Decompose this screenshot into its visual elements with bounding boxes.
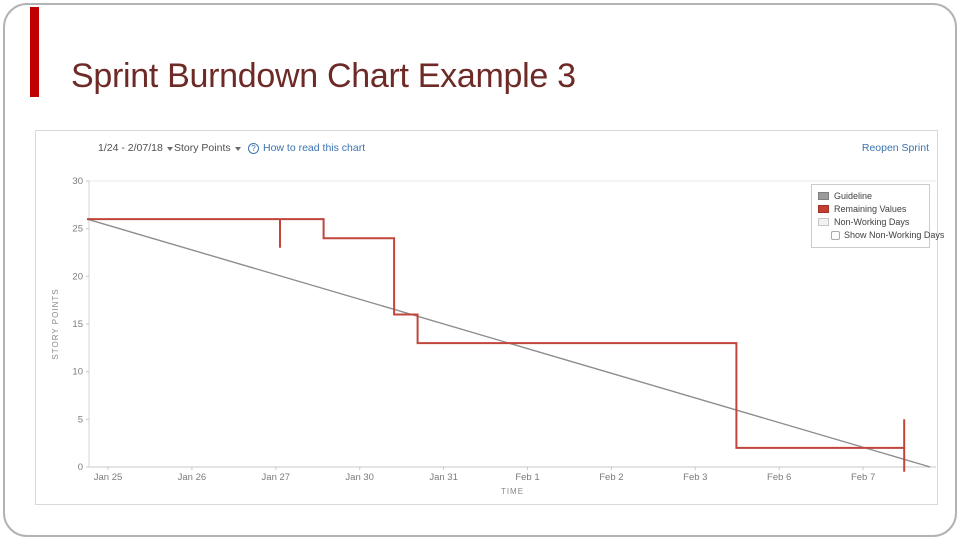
date-range-label: 1/24 - 2/07/18 xyxy=(98,142,163,154)
legend-item-guideline: Guideline xyxy=(818,189,923,202)
metric-label: Story Points xyxy=(174,142,231,154)
x-tick-label: Feb 6 xyxy=(767,472,791,483)
x-axis-title: TIME xyxy=(501,487,524,496)
legend-item-remaining-values: Remaining Values xyxy=(818,202,923,215)
x-tick-label: Feb 3 xyxy=(683,472,707,483)
y-tick-label: 30 xyxy=(72,176,83,187)
reopen-sprint-label: Reopen Sprint xyxy=(861,142,929,154)
show-non-working-days-checkbox[interactable] xyxy=(831,230,840,240)
chart-svg: 0 5 10 15 20 25 30 Jan 25 Jan 26 Jan 27 Jan 30 Jan … xyxy=(51,176,936,496)
question-circle-icon xyxy=(248,142,259,154)
chart-legend: Guideline Remaining Values Non-Working D… xyxy=(811,184,944,248)
y-tick-label: 5 xyxy=(78,414,83,425)
legend-label: Guideline xyxy=(834,190,873,201)
remaining-values-swatch-icon xyxy=(818,204,829,213)
show-non-working-days-option: Show Non-Working Days xyxy=(818,228,944,242)
chevron-down-icon xyxy=(234,146,241,151)
x-tick-label: Jan 26 xyxy=(178,472,207,483)
y-axis-title: STORY POINTS xyxy=(51,288,60,359)
checkbox-label: Show Non-Working Days xyxy=(844,230,945,240)
legend-label: Non-Working Days xyxy=(834,216,910,227)
x-tick-label: Feb 1 xyxy=(515,472,539,483)
y-tick-label: 20 xyxy=(72,271,83,282)
legend-label: Remaining Values xyxy=(834,203,907,214)
x-tick-label: Jan 30 xyxy=(345,472,374,483)
page-title: Sprint Burndown Chart Example 3 xyxy=(71,57,576,95)
y-tick-label: 10 xyxy=(72,367,83,378)
legend-item-non-working-days: Non-Working Days xyxy=(818,215,923,228)
x-tick-label: Jan 31 xyxy=(429,472,458,483)
x-tick-label: Feb 7 xyxy=(851,472,875,483)
guideline-swatch-icon xyxy=(818,191,829,200)
how-to-read-link[interactable]: How to read this chart xyxy=(248,142,365,154)
non-working-days-swatch-icon xyxy=(818,217,829,226)
x-tick-label: Jan 25 xyxy=(94,472,123,483)
metric-dropdown[interactable]: Story Points xyxy=(174,142,241,154)
x-tick-label: Feb 2 xyxy=(599,472,623,483)
red-accent-bar xyxy=(30,7,39,97)
x-tick-label: Jan 27 xyxy=(262,472,291,483)
y-tick-label: 15 xyxy=(72,319,83,330)
y-tick-label: 25 xyxy=(72,224,83,235)
reopen-sprint-link[interactable]: Reopen Sprint xyxy=(862,142,929,154)
chevron-down-icon xyxy=(166,146,173,151)
how-to-read-label: How to read this chart xyxy=(263,142,366,154)
y-tick-label: 0 xyxy=(78,462,83,473)
series-remaining-values xyxy=(87,218,906,472)
date-range-dropdown[interactable]: 1/24 - 2/07/18 xyxy=(98,142,173,154)
burndown-chart-panel: 1/24 - 2/07/18 Story Points How to read … xyxy=(35,130,944,505)
